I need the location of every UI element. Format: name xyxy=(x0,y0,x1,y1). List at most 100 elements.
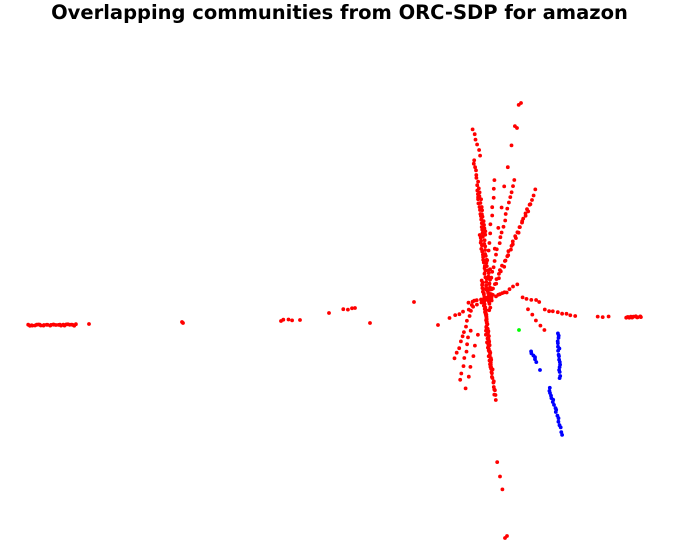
data-point xyxy=(504,290,509,295)
data-point xyxy=(486,248,491,253)
data-point xyxy=(486,345,490,350)
data-point xyxy=(490,376,495,380)
data-point xyxy=(501,224,506,229)
data-point xyxy=(461,364,466,368)
data-point xyxy=(486,271,491,275)
data-point xyxy=(538,323,543,328)
data-point xyxy=(555,310,560,315)
data-point xyxy=(478,153,482,158)
data-point xyxy=(466,335,470,340)
data-point xyxy=(485,287,490,292)
data-point xyxy=(486,354,491,359)
data-point xyxy=(520,219,525,224)
chart-title: Overlapping communities from ORC-SDP for… xyxy=(51,1,628,24)
data-point xyxy=(457,312,462,317)
data-point xyxy=(462,356,467,360)
data-point xyxy=(538,368,542,372)
data-point xyxy=(474,298,479,303)
data-point xyxy=(507,200,511,205)
data-point xyxy=(489,275,494,280)
data-point xyxy=(464,324,468,329)
data-point xyxy=(477,205,482,209)
data-point xyxy=(465,318,469,323)
data-point xyxy=(485,336,490,341)
data-point xyxy=(492,178,497,183)
data-point xyxy=(465,342,469,347)
data-point xyxy=(181,321,185,325)
data-point xyxy=(519,101,523,105)
data-point xyxy=(534,318,538,323)
data-point xyxy=(495,460,500,464)
data-point xyxy=(497,241,502,246)
data-point xyxy=(286,317,291,322)
data-point xyxy=(476,332,480,337)
data-point xyxy=(462,330,466,334)
data-point xyxy=(497,276,501,281)
data-point xyxy=(466,307,471,312)
data-point xyxy=(557,370,562,374)
data-point xyxy=(484,328,488,333)
data-point xyxy=(498,269,503,274)
data-point xyxy=(557,365,562,369)
data-point xyxy=(461,309,465,314)
data-point xyxy=(490,205,495,210)
data-point xyxy=(491,265,496,270)
data-point xyxy=(42,323,46,327)
data-point xyxy=(494,281,499,286)
data-point xyxy=(503,536,507,540)
data-point xyxy=(346,307,350,312)
data-point xyxy=(556,336,561,340)
data-point xyxy=(526,209,531,214)
data-point xyxy=(74,322,78,327)
data-point xyxy=(487,358,492,363)
data-point xyxy=(476,201,481,206)
data-point xyxy=(487,295,492,299)
data-point xyxy=(484,280,489,284)
data-point xyxy=(530,198,534,202)
data-point xyxy=(509,143,514,148)
data-point xyxy=(483,248,487,252)
data-point xyxy=(38,323,43,328)
data-point xyxy=(494,247,499,252)
data-point xyxy=(491,195,496,200)
data-point xyxy=(471,354,476,358)
data-point xyxy=(491,286,495,291)
data-point xyxy=(500,487,505,492)
data-point xyxy=(487,308,492,313)
data-point xyxy=(466,300,471,305)
data-point xyxy=(528,202,533,207)
data-point xyxy=(484,276,489,281)
data-point xyxy=(480,283,484,287)
data-point xyxy=(473,137,478,142)
data-point xyxy=(487,301,492,306)
data-point xyxy=(453,313,458,317)
data-point xyxy=(477,148,481,152)
data-point xyxy=(496,292,501,297)
data-point xyxy=(459,339,463,344)
data-point xyxy=(485,340,489,345)
data-point xyxy=(475,142,479,147)
data-point xyxy=(473,165,477,170)
data-point xyxy=(564,311,569,316)
data-point xyxy=(460,334,465,339)
data-point xyxy=(488,231,493,236)
data-point xyxy=(476,179,480,184)
data-point xyxy=(552,403,556,407)
data-point xyxy=(515,282,520,287)
data-point xyxy=(298,318,302,322)
data-point xyxy=(547,385,552,390)
data-point xyxy=(482,292,486,297)
data-point xyxy=(639,315,643,319)
data-point xyxy=(537,300,542,304)
data-point xyxy=(530,312,535,317)
data-point xyxy=(479,225,484,229)
data-point xyxy=(492,387,497,392)
data-point xyxy=(483,244,488,249)
data-point xyxy=(480,243,484,248)
data-point xyxy=(488,267,492,272)
data-point xyxy=(499,230,504,235)
data-point xyxy=(491,293,495,297)
data-point xyxy=(491,186,496,191)
data-point xyxy=(493,398,498,402)
data-point xyxy=(556,419,561,424)
